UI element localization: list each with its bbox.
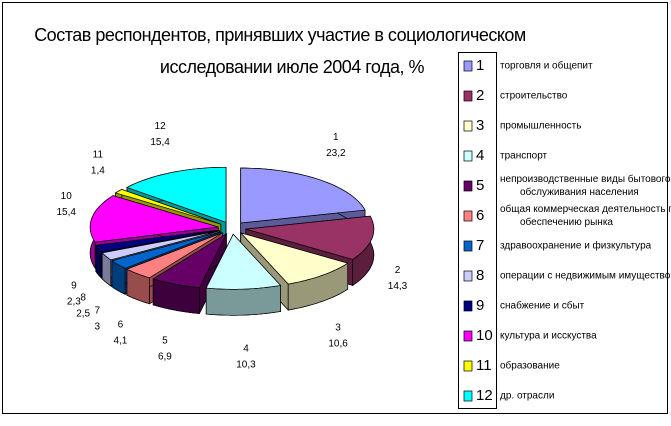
slice-top	[95, 229, 219, 253]
legend-number: 7	[476, 237, 484, 254]
slice	[205, 233, 282, 316]
data-label-category: 6	[118, 320, 124, 331]
legend-swatch	[463, 90, 473, 102]
slice-top	[89, 195, 219, 243]
legend-label: др. отрасли	[500, 391, 554, 402]
data-label: 14,3	[388, 281, 408, 292]
legend-swatch	[463, 330, 473, 342]
slice-top	[126, 232, 223, 279]
legend-swatch	[463, 60, 473, 72]
legend-swatch	[463, 150, 473, 162]
legend-number: 3	[476, 117, 484, 134]
chart-title: исследовании июле 2004 года, %	[160, 57, 425, 77]
data-label: 10,3	[236, 359, 256, 370]
legend-number: 4	[476, 147, 484, 164]
data-label-category: 5	[162, 336, 168, 347]
data-label: 15,4	[150, 137, 170, 148]
legend-label: обеспечению рынка	[520, 216, 613, 228]
data-label: 23,2	[326, 148, 346, 159]
data-label-category: 3	[335, 322, 341, 333]
legend-swatch	[463, 210, 473, 222]
legend-label: строительство	[500, 91, 568, 102]
legend-swatch	[463, 120, 473, 132]
slice-top	[239, 232, 349, 285]
data-label-category: 4	[243, 343, 249, 354]
data-label: 3	[95, 321, 101, 332]
legend-label: снабжение и сбыт	[500, 300, 585, 312]
data-label: 10,6	[328, 338, 348, 349]
data-label-category: 2	[395, 265, 401, 276]
legend-number: 12	[476, 387, 493, 404]
slice-top	[101, 230, 220, 261]
legend-label: здравоохранение и физкультура	[500, 240, 652, 252]
chart-title: Состав респондентов, принявших участие в…	[34, 25, 526, 45]
legend-label: общая коммерческая деятельность по	[500, 203, 671, 215]
legend-swatch	[463, 270, 473, 282]
data-label-category: 7	[95, 305, 101, 316]
slice-top	[114, 189, 221, 225]
data-label-category: 12	[155, 121, 167, 132]
data-label: 6,9	[158, 352, 172, 363]
data-label: 2,3	[67, 297, 81, 308]
legend-number: 8	[476, 267, 484, 284]
slice-top	[240, 167, 366, 224]
slice-top	[111, 231, 221, 269]
legend-number: 1	[476, 57, 484, 74]
data-label-category: 11	[93, 149, 104, 160]
slice-top	[245, 215, 375, 260]
data-label-category: 9	[71, 281, 77, 292]
slice-top	[205, 233, 282, 290]
slice-wall	[205, 284, 281, 316]
legend-number: 11	[476, 357, 492, 374]
data-label: 15,4	[57, 207, 77, 218]
data-label-category: 10	[61, 191, 73, 202]
data-label-category: 1	[333, 132, 339, 143]
legend-label: культура и исскуства	[500, 331, 597, 342]
slice-top	[126, 166, 227, 223]
legend-label: образование	[500, 360, 560, 372]
data-label: 2,5	[76, 309, 90, 320]
legend-label: непроизводственные виды бытового	[500, 173, 671, 185]
legend-swatch	[463, 180, 473, 192]
data-label: 4,1	[113, 336, 127, 347]
legend-label: операции с недвижимым имуществом	[500, 271, 671, 282]
legend-number: 5	[476, 177, 484, 194]
legend-number: 9	[476, 297, 484, 314]
legend-label: торговля и общепит	[500, 60, 593, 72]
legend-swatch	[463, 240, 473, 252]
legend-swatch	[463, 300, 473, 312]
legend-number: 6	[476, 207, 484, 224]
legend-number: 10	[476, 327, 493, 344]
legend-label: промышленность	[500, 121, 581, 132]
legend-swatch	[463, 390, 473, 402]
legend-label: обслуживания населения	[520, 186, 639, 198]
slice-top	[152, 232, 228, 288]
data-label: 1,4	[91, 165, 105, 176]
legend-swatch	[463, 360, 473, 372]
legend-label: транспорт	[500, 151, 548, 162]
legend-number: 2	[476, 87, 484, 104]
legend-border	[458, 52, 497, 409]
data-label-category: 8	[80, 293, 86, 304]
